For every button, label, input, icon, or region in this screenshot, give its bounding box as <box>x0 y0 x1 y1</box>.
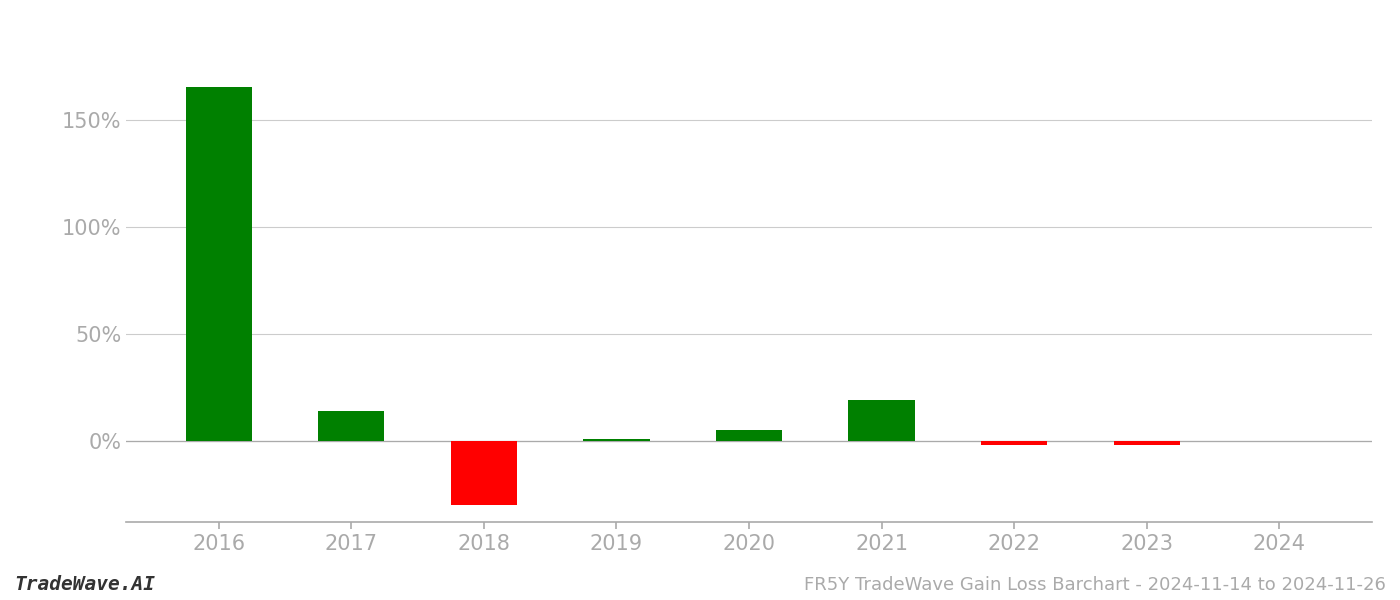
Text: FR5Y TradeWave Gain Loss Barchart - 2024-11-14 to 2024-11-26: FR5Y TradeWave Gain Loss Barchart - 2024… <box>804 576 1386 594</box>
Bar <box>848 400 914 441</box>
Bar <box>584 439 650 441</box>
Bar <box>451 441 517 505</box>
Text: TradeWave.AI: TradeWave.AI <box>14 575 155 594</box>
Bar <box>715 430 783 441</box>
Bar <box>318 411 385 441</box>
Bar <box>1113 441 1180 445</box>
Bar <box>186 87 252 441</box>
Bar <box>981 441 1047 445</box>
